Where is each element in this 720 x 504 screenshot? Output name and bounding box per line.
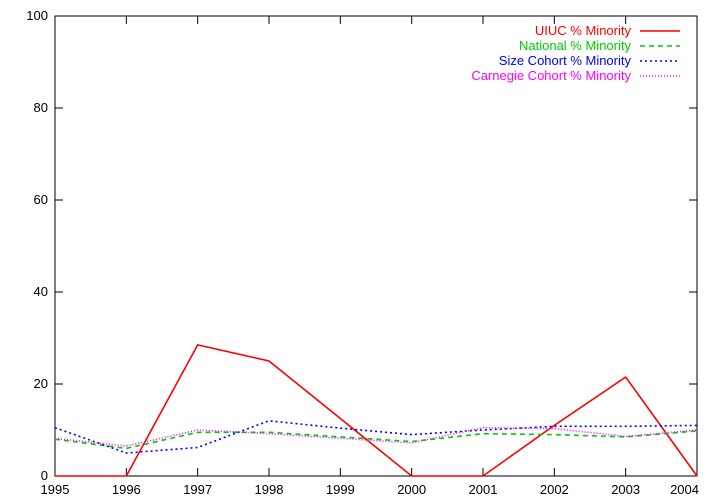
y-tick-label: 100 [26, 8, 48, 23]
x-tick-label: 1996 [112, 482, 141, 497]
x-tick-label: 2004 [670, 482, 699, 497]
legend-label: Size Cohort % Minority [499, 53, 632, 68]
x-tick-label: 1998 [255, 482, 284, 497]
y-tick-label: 80 [34, 100, 48, 115]
series-line-2 [54, 430, 698, 450]
x-tick-label: 2003 [611, 482, 640, 497]
plot-frame [54, 15, 698, 477]
series-line-3 [54, 419, 698, 454]
x-tick-label: 2001 [469, 482, 498, 497]
x-tick-label: 1999 [326, 482, 355, 497]
x-axis: 1995 1996 1997 1998 1999 2000 2001 2002 2003 2004 [41, 16, 699, 497]
y-axis: 0 20 40 60 80 100 [26, 8, 697, 483]
y-tick-label: 60 [34, 192, 48, 207]
x-tick-label: 1997 [183, 482, 212, 497]
y-tick-label: 40 [34, 284, 48, 299]
x-tick-label: 2000 [397, 482, 426, 497]
series-line-4 [54, 426, 698, 447]
x-tick-label: 1995 [41, 482, 70, 497]
y-tick-label: 20 [34, 376, 48, 391]
legend-label: National % Minority [519, 38, 631, 53]
legend-label: UIUC % Minority [535, 23, 632, 38]
y-tick-label: 0 [41, 468, 48, 483]
series-line-1 [55, 343, 698, 477]
legend-label: Carnegie Cohort % Minority [471, 68, 631, 83]
series-layer [54, 343, 698, 477]
x-tick-label: 2002 [540, 482, 569, 497]
